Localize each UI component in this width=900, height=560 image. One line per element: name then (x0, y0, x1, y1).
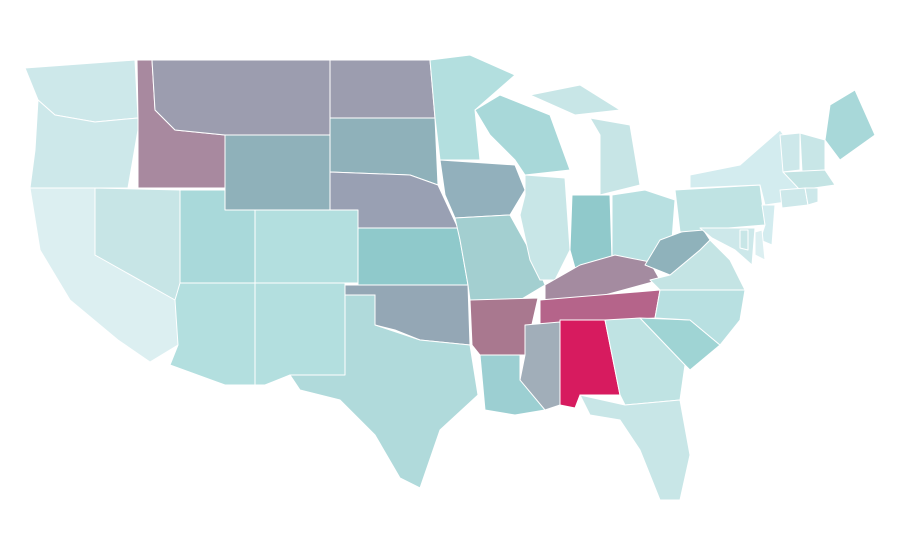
state (804, 187, 819, 206)
state (759, 204, 776, 246)
state (439, 159, 526, 219)
state (739, 229, 749, 251)
state (429, 54, 516, 161)
state (169, 282, 256, 386)
state (779, 187, 809, 209)
state (529, 84, 621, 116)
state (779, 132, 801, 173)
state (589, 117, 641, 196)
state (224, 134, 331, 211)
state (569, 194, 613, 269)
state (579, 394, 691, 501)
states (24, 54, 876, 501)
state (674, 184, 766, 233)
state (254, 282, 346, 386)
state (782, 169, 836, 191)
state (357, 227, 469, 286)
state (799, 132, 826, 173)
state (474, 94, 571, 176)
state (254, 209, 359, 284)
state (644, 224, 711, 276)
state (289, 294, 479, 489)
state (519, 174, 571, 281)
state (754, 229, 766, 261)
state (151, 59, 331, 136)
state (824, 89, 876, 161)
state (329, 59, 436, 119)
